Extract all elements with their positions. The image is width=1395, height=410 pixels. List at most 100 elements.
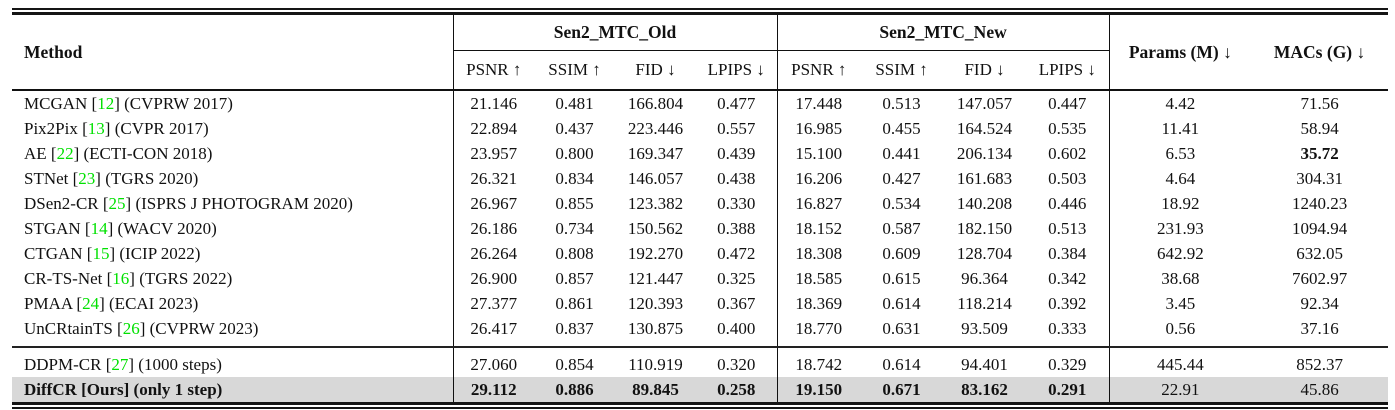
column-group-sen2-mtc-new: Sen2_MTC_New bbox=[777, 15, 1110, 51]
macs-cell: 852.37 bbox=[1251, 346, 1389, 377]
metric-old-cell: 27.377 bbox=[470, 293, 518, 313]
metric-old-cell: 21.146 bbox=[470, 93, 518, 113]
metric-old-cell: 150.562 bbox=[627, 218, 684, 238]
metric-old-cell: 0.330 bbox=[696, 191, 778, 216]
metric-old-cell: 26.264 bbox=[470, 243, 518, 263]
metric-old-cell: 0.325 bbox=[696, 266, 778, 291]
column-header-method: Method bbox=[12, 15, 454, 91]
metric-old-cell: 0.854 bbox=[534, 346, 615, 377]
metric-new-cell: 164.524 bbox=[956, 118, 1013, 138]
metric-new-cell: 0.602 bbox=[1026, 141, 1110, 166]
header-group-row: Method Sen2_MTC_Old Sen2_MTC_New Params … bbox=[12, 15, 1389, 91]
metric-new-cell: 182.150 bbox=[956, 218, 1013, 238]
macs-cell: 35.72 bbox=[1300, 143, 1339, 163]
metric-old-cell: 120.393 bbox=[627, 293, 684, 313]
metric-new-cell: 0.329 bbox=[1026, 346, 1110, 377]
metric-old-cell: 22.894 bbox=[470, 118, 518, 138]
metric-new-cell: 0.503 bbox=[1026, 166, 1110, 191]
metric-new-cell: 0.513 bbox=[882, 93, 921, 113]
metric-old-cell: 29.112 bbox=[453, 377, 534, 402]
metric-old-cell: 110.919 bbox=[615, 346, 696, 377]
metric-old-cell: 0.837 bbox=[555, 318, 594, 338]
metric-old-cell: 166.804 bbox=[627, 93, 684, 113]
metric-new-cell: 118.214 bbox=[957, 293, 1012, 313]
metric-new-cell: 17.448 bbox=[795, 93, 843, 113]
macs-cell: 92.34 bbox=[1300, 293, 1339, 313]
metric-new-cell: 0.614 bbox=[860, 346, 944, 377]
column-header-params: Params (M) ↓ bbox=[1109, 15, 1252, 91]
metric-new-cell: 0.614 bbox=[882, 293, 921, 313]
metric-old-cell: 192.270 bbox=[627, 243, 684, 263]
params-cell: 445.44 bbox=[1109, 346, 1252, 377]
metric-new-cell: 0.447 bbox=[1026, 90, 1110, 116]
metric-old-cell: 23.957 bbox=[470, 143, 518, 163]
table-body: MCGAN [12] (CVPRW 2017) 21.146 0.481 166.80… bbox=[12, 90, 1389, 402]
metric-new-cell: 0.446 bbox=[1026, 191, 1110, 216]
metric-old-cell: 0.439 bbox=[696, 141, 778, 166]
metric-new-cell: 16.827 bbox=[795, 193, 843, 213]
params-cell: 4.64 bbox=[1165, 168, 1196, 188]
column-header-lpips-old: LPIPS ↓ bbox=[696, 50, 778, 91]
metric-old-cell: 0.477 bbox=[696, 90, 778, 116]
metric-new-cell: 206.134 bbox=[956, 143, 1013, 163]
metric-new-cell: 0.534 bbox=[882, 193, 921, 213]
citation-ref: 16 bbox=[112, 268, 130, 288]
metric-old-cell: 27.060 bbox=[453, 346, 534, 377]
metric-new-cell: 0.609 bbox=[882, 243, 921, 263]
header-metrics-row: PSNR ↑ SSIM ↑ FID ↓ LPIPS ↓ PSNR ↑ SSIM … bbox=[12, 50, 1388, 91]
column-header-ssim-new: SSIM ↑ bbox=[860, 50, 944, 91]
metric-old-cell: 0.861 bbox=[555, 293, 594, 313]
metric-new-cell: 0.392 bbox=[1026, 291, 1110, 316]
macs-cell: 1240.23 bbox=[1291, 193, 1348, 213]
table-row: STNet [23] (TGRS 2020) 26.321 0.834 146.057… bbox=[12, 166, 1388, 191]
metric-old-cell: 0.472 bbox=[696, 241, 778, 266]
metric-new-cell: 15.100 bbox=[795, 143, 843, 163]
bottom-rule-thin bbox=[12, 407, 1388, 409]
metric-old-cell: 146.057 bbox=[627, 168, 684, 188]
table-row: CTGAN [15] (ICIP 2022) 26.264 0.808 192.270… bbox=[12, 241, 1388, 266]
method-cell: DiffCR [Ours] (only 1 step) bbox=[12, 377, 454, 402]
results-table: Method Sen2_MTC_Old Sen2_MTC_New Params … bbox=[12, 15, 1389, 402]
metric-new-cell: 0.333 bbox=[1026, 316, 1110, 347]
method-cell: Pix2Pix [13] (CVPR 2017) bbox=[12, 116, 454, 141]
column-header-fid-old: FID ↓ bbox=[615, 50, 696, 91]
citation-ref: 14 bbox=[90, 218, 108, 238]
metric-old-cell: 26.321 bbox=[470, 168, 518, 188]
metric-new-cell: 83.162 bbox=[943, 377, 1027, 402]
metric-new-cell: 140.208 bbox=[956, 193, 1013, 213]
column-header-ssim-old: SSIM ↑ bbox=[534, 50, 615, 91]
citation-ref: 24 bbox=[82, 293, 100, 313]
params-cell: 22.91 bbox=[1109, 377, 1252, 402]
metric-new-cell: 94.401 bbox=[943, 346, 1027, 377]
metric-new-cell: 93.509 bbox=[961, 318, 1008, 338]
table-row: DSen2-CR [25] (ISPRS J PHOTOGRAM 2020) 26… bbox=[12, 191, 1388, 216]
metric-new-cell: 0.455 bbox=[882, 118, 921, 138]
metric-new-cell: 19.150 bbox=[777, 377, 861, 402]
params-cell: 0.56 bbox=[1165, 318, 1196, 338]
metric-old-cell: 0.800 bbox=[555, 143, 594, 163]
params-cell: 4.42 bbox=[1165, 93, 1196, 113]
metric-new-cell: 18.742 bbox=[777, 346, 861, 377]
metric-old-cell: 0.857 bbox=[555, 268, 594, 288]
params-cell: 38.68 bbox=[1161, 268, 1200, 288]
metric-old-cell: 0.481 bbox=[555, 93, 594, 113]
metric-old-cell: 123.382 bbox=[627, 193, 684, 213]
metric-old-cell: 130.875 bbox=[627, 318, 684, 338]
metric-new-cell: 128.704 bbox=[956, 243, 1013, 263]
params-cell: 18.92 bbox=[1161, 193, 1200, 213]
metric-old-cell: 0.557 bbox=[696, 116, 778, 141]
macs-cell: 45.86 bbox=[1251, 377, 1389, 402]
method-cell: CTGAN [15] (ICIP 2022) bbox=[12, 241, 454, 266]
metric-old-cell: 26.417 bbox=[470, 318, 518, 338]
citation-ref: 15 bbox=[92, 243, 110, 263]
top-rule-thick bbox=[12, 12, 1388, 15]
method-cell: DDPM-CR [27] (1000 steps) bbox=[12, 346, 454, 377]
method-cell: CR-TS-Net [16] (TGRS 2022) bbox=[12, 266, 454, 291]
method-cell: MCGAN [12] (CVPRW 2017) bbox=[12, 90, 454, 116]
macs-cell: 632.05 bbox=[1296, 243, 1343, 263]
metric-old-cell: 0.437 bbox=[555, 118, 594, 138]
params-cell: 642.92 bbox=[1156, 243, 1204, 263]
citation-ref: 26 bbox=[122, 318, 140, 338]
metric-new-cell: 16.206 bbox=[795, 168, 843, 188]
